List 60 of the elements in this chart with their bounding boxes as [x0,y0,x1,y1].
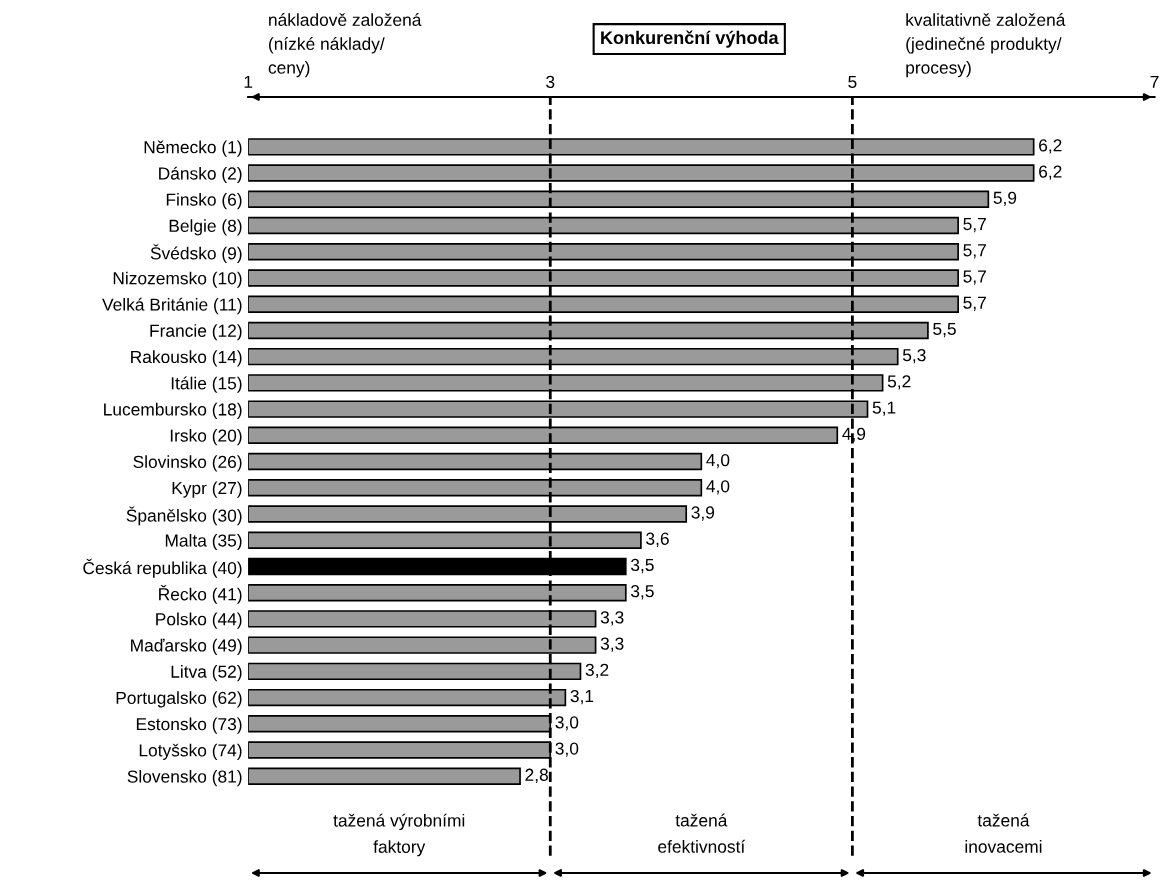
y-tick-label: Lotyšsko (74) [139,743,242,760]
data-label: 5,7 [963,270,986,285]
data-label: 3,5 [630,585,654,600]
y-tick-label: Velká Británie (11) [102,297,242,315]
data-label: 3,5 [630,558,654,574]
y-tick-label: Portugalsko (62) [116,691,242,708]
data-label: 5,3 [902,349,926,364]
data-label: 3,2 [585,663,609,679]
chart-title: Konkurenční výhoda [601,30,779,48]
data-label: 2,8 [525,768,548,783]
data-label: 5,9 [993,191,1017,207]
text: tažená inovacemi [965,813,1042,853]
y-tick-label: Dánsko (2) [159,166,242,184]
x-tick-label: 1 [244,75,253,88]
data-label: 5,7 [963,218,986,233]
data-label: 5,7 [963,244,986,259]
data-label: 4,9 [842,427,866,443]
x-tick-label: 3 [546,75,555,89]
y-tick-label: Estonsko (73) [136,717,242,734]
text: kvalitativně založená (jedinečné produkty/ procesy) [906,13,1066,78]
data-label: 3,3 [600,611,624,626]
data-label: 3,1 [570,689,594,705]
y-tick-label: Řecko (41) [159,585,242,604]
text: tažená efektivností [658,813,746,853]
data-label: 3,6 [646,532,669,547]
y-tick-label: Belgie (8) [169,219,242,236]
y-tick-label: Nizozemsko (10) [113,271,242,288]
y-tick-label: Finsko (6) [166,193,242,210]
x-tick-label: 5 [848,75,857,89]
y-tick-label: Malta (35) [165,533,242,551]
data-label: 6,2 [1039,139,1062,154]
y-tick-label: Česká republika (40) [83,558,242,578]
data-label: 3,3 [600,637,624,652]
data-label: 3,0 [555,716,579,731]
y-tick-label: Francie (12) [150,324,242,341]
data-label: 6,2 [1039,165,1062,180]
y-tick-label: Maďarsko (49) [131,638,242,656]
x-tick-label: 7 [1150,75,1159,88]
y-tick-label: Kypr (27) [172,481,242,498]
data-label: 3,9 [691,506,715,521]
y-tick-label: Polsko (44) [156,612,242,629]
y-tick-label: Švédsko (9) [150,244,242,263]
data-label: 5,5 [933,322,956,338]
text: tažená výrobními faktory [333,813,465,857]
data-label: 3,0 [555,742,579,757]
y-tick-label: Irsko (20) [170,429,242,446]
data-label: 4,0 [706,453,730,469]
y-tick-label: Itálie (15) [171,376,242,393]
y-tick-label: Rakousko (14) [131,350,242,367]
y-tick-label: Lucembursko (18) [104,402,242,419]
data-label: 5,7 [963,296,986,311]
y-tick-label: Slovensko (81) [127,769,242,787]
y-tick-label: Německo (1) [144,140,242,157]
y-tick-label: Španělsko (30) [126,506,242,526]
data-label: 5,1 [872,401,896,416]
data-label: 5,2 [887,375,911,390]
y-tick-label: Slovinsko (26) [133,455,242,472]
y-tick-label: Litva (52) [171,665,242,682]
data-label: 4,0 [706,480,730,495]
text: nákladově založená (nízké náklady/ ceny) [268,13,422,78]
